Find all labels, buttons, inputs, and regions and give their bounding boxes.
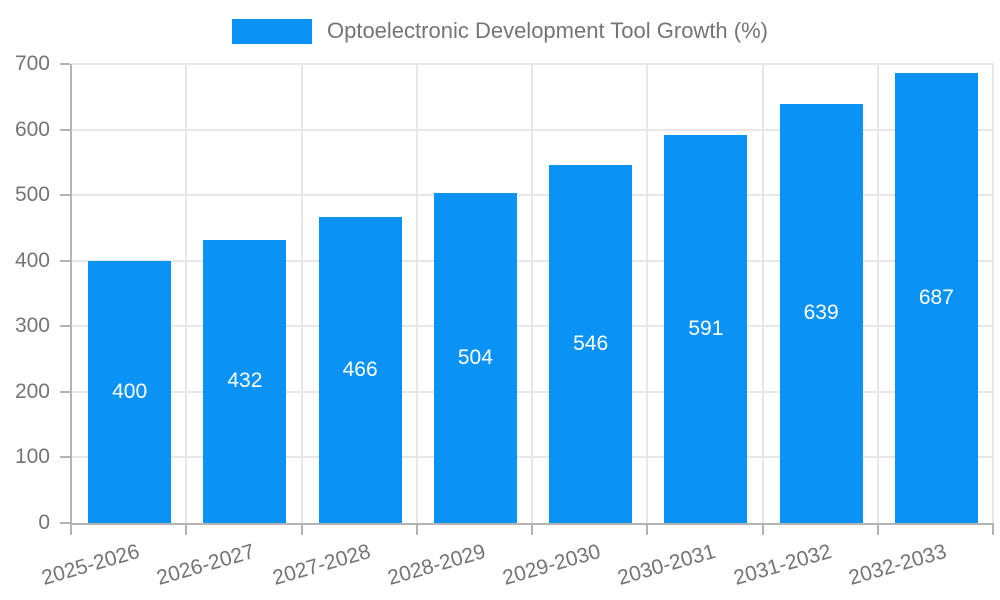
- bar-value-label: 400: [112, 379, 148, 403]
- x-tick-label: 2027-2028: [269, 539, 373, 590]
- y-tick-mark: [60, 194, 70, 197]
- bar-2032-2033[interactable]: [894, 72, 978, 523]
- x-tick-label: 2032-2033: [846, 539, 949, 590]
- y-tick-mark: [60, 63, 70, 65]
- x-tick-mark: [185, 523, 188, 535]
- bar-2031-2032[interactable]: [779, 103, 863, 523]
- y-tick-label: 600: [14, 117, 50, 141]
- x-tick-label: 2030-2031: [615, 539, 719, 590]
- y-tick-mark: [60, 522, 70, 524]
- x-tick-label: 2026-2027: [154, 539, 258, 590]
- y-axis-labels: 0 100 200 300 400 500 600 700: [0, 52, 50, 534]
- gridline-vertical: [300, 64, 303, 523]
- bar-value-label: 546: [573, 331, 609, 355]
- x-tick-label: 2031-2032: [730, 539, 834, 590]
- x-tick-label: 2025-2026: [39, 539, 143, 590]
- y-tick-label: 500: [14, 183, 50, 207]
- y-tick-label: 200: [14, 379, 50, 403]
- gridline-horizontal: [72, 456, 994, 459]
- bar-2026-2027[interactable]: [203, 239, 287, 523]
- y-tick-label: 0: [38, 511, 50, 534]
- gridline-vertical: [761, 64, 764, 523]
- x-tick-mark: [70, 523, 72, 535]
- gridline-horizontal: [72, 325, 994, 328]
- bar-value-label: 687: [918, 285, 954, 309]
- y-tick-label: 700: [14, 52, 50, 75]
- bar-2029-2030[interactable]: [549, 164, 633, 523]
- bar-value-label: 591: [688, 317, 724, 341]
- y-tick-mark: [60, 325, 70, 328]
- gridline-horizontal: [72, 128, 994, 131]
- x-tick-mark: [876, 523, 879, 535]
- gridline-horizontal: [72, 390, 994, 393]
- x-tick-mark: [415, 523, 418, 535]
- bar-value-label: 504: [457, 345, 493, 369]
- gridline-horizontal: [72, 194, 994, 197]
- y-tick-mark: [60, 390, 70, 393]
- gridline-vertical: [185, 64, 188, 523]
- x-tick-label: 2028-2029: [385, 539, 488, 590]
- y-tick-label: 100: [14, 445, 50, 469]
- y-tick-mark: [60, 456, 70, 459]
- y-tick-label: 400: [14, 248, 50, 272]
- x-tick-mark: [300, 523, 303, 535]
- gridline-vertical: [992, 64, 994, 523]
- x-tick-mark: [646, 523, 649, 535]
- x-axis-labels: 2025-2026 2026-2027 2027-2028 2028-2029 2029…: [39, 527, 992, 599]
- gridline-horizontal: [72, 63, 994, 65]
- bar-2025-2026[interactable]: [88, 260, 172, 523]
- y-tick-mark: [60, 128, 70, 131]
- x-tick-mark: [761, 523, 764, 535]
- chart-legend[interactable]: Optoelectronic Development Tool Growth (…: [0, 18, 1000, 44]
- gridline-vertical: [646, 64, 649, 523]
- gridline-horizontal: [72, 259, 994, 262]
- bar-2030-2031[interactable]: [664, 135, 748, 523]
- gridline-vertical: [531, 64, 533, 523]
- gridline-vertical: [415, 64, 418, 523]
- y-tick-label: 300: [14, 314, 50, 338]
- plot-area: 400 432 466 504 546 591 639 687: [60, 63, 994, 535]
- x-tick-mark: [531, 523, 533, 535]
- y-tick-mark: [60, 259, 70, 262]
- legend-color-swatch: [231, 18, 312, 44]
- bar-value-label: 639: [803, 301, 839, 325]
- bar-2028-2029[interactable]: [433, 192, 517, 523]
- x-tick-label: 2029-2030: [500, 539, 604, 590]
- bar-value-label: 466: [342, 358, 378, 382]
- legend-label: Optoelectronic Development Tool Growth (…: [326, 18, 768, 43]
- x-tick-mark: [992, 523, 994, 535]
- gridline-vertical: [876, 64, 879, 523]
- bar-2027-2028[interactable]: [318, 217, 402, 523]
- bar-value-label: 432: [227, 369, 263, 393]
